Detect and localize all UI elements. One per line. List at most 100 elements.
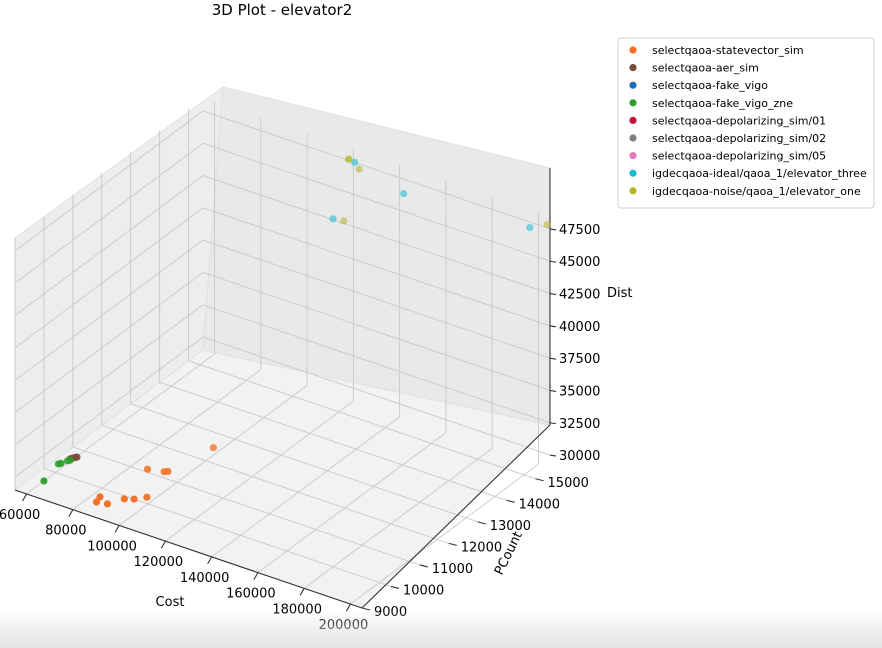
y-tick-mark xyxy=(448,542,457,546)
grid-lines xyxy=(14,101,557,612)
z-tick-label: 37500 xyxy=(559,352,600,367)
z-gridline xyxy=(14,175,204,316)
x-tick-label: 100000 xyxy=(87,539,137,554)
axes-panes xyxy=(13,85,552,609)
x-axis-label: Cost xyxy=(156,595,185,610)
y-tick-label: 11000 xyxy=(432,562,473,577)
legend-marker xyxy=(629,169,637,177)
y-tick-mark xyxy=(419,564,428,568)
data-point xyxy=(120,495,128,503)
window-bottom-shadow xyxy=(0,610,882,648)
z-tick-mark xyxy=(549,389,557,393)
x-gridline xyxy=(211,416,400,558)
z-tick-label: 47500 xyxy=(559,223,600,238)
x-gridline xyxy=(350,463,539,605)
z-gridline xyxy=(202,239,551,359)
z-tick-label: 40000 xyxy=(559,320,600,335)
x-tick-mark xyxy=(160,540,166,549)
data-point xyxy=(103,500,112,508)
z-tick-label: 42500 xyxy=(559,288,600,303)
legend-label: selectqaoa-statevector_sim xyxy=(652,44,804,57)
data-point xyxy=(143,465,152,473)
data-points xyxy=(40,155,551,508)
z-gridline xyxy=(14,207,204,349)
legend-label: selectqaoa-fake_vigo xyxy=(652,79,768,92)
data-point xyxy=(340,217,348,225)
legend-marker xyxy=(629,152,637,160)
data-point xyxy=(92,498,101,506)
data-point xyxy=(345,155,353,163)
data-point xyxy=(400,190,408,198)
data-point xyxy=(209,444,217,452)
y-gridline xyxy=(188,360,536,480)
x-tick-mark xyxy=(345,603,351,612)
y-tick-label: 13000 xyxy=(490,519,531,534)
data-point xyxy=(526,224,534,232)
z-tick-label: 30000 xyxy=(559,449,600,464)
y-tick-label: 14000 xyxy=(519,497,560,512)
z-gridline xyxy=(14,110,204,252)
z-tick-label: 35000 xyxy=(559,384,600,399)
y-gridline xyxy=(130,403,478,523)
y-tick-label: 10000 xyxy=(403,583,444,598)
y-tick-mark xyxy=(390,585,400,589)
data-point xyxy=(543,221,551,229)
legend-label: selectqaoa-depolarizing_sim/01 xyxy=(652,114,826,127)
x-tick-label: 60000 xyxy=(0,508,40,523)
z-gridline xyxy=(14,239,204,381)
z-tick-label: 45000 xyxy=(559,255,600,270)
z-gridline xyxy=(202,336,551,456)
data-point xyxy=(355,165,363,173)
z-gridline xyxy=(14,142,204,284)
x-gridline xyxy=(303,447,493,589)
z-gridline xyxy=(202,110,551,230)
x-tick-mark xyxy=(114,525,120,533)
z-tick-mark xyxy=(549,357,557,360)
data-point xyxy=(73,453,81,461)
y-axis-line xyxy=(361,424,551,609)
z-gridline xyxy=(202,272,551,391)
legend-label: selectqaoa-fake_vigo_zne xyxy=(652,97,793,110)
legend-label: igdecqaoa-ideal/qaoa_1/elevator_three xyxy=(652,167,867,180)
z-tick-mark xyxy=(549,228,557,231)
x-tick-label: 80000 xyxy=(45,524,86,539)
z-tick-label: 32500 xyxy=(559,417,600,432)
legend-label: selectqaoa-depolarizing_sim/02 xyxy=(652,132,826,145)
legend-marker xyxy=(629,116,637,124)
z-tick-mark xyxy=(549,292,557,296)
x-gridline xyxy=(26,353,215,495)
data-point xyxy=(329,215,337,223)
legend-marker xyxy=(629,187,637,195)
legend-label: selectqaoa-aer_sim xyxy=(652,62,759,75)
x-tick-mark xyxy=(207,556,213,565)
legend-marker xyxy=(629,46,637,54)
legend-marker xyxy=(629,134,637,142)
x-gridline xyxy=(72,369,262,511)
x-gridline xyxy=(165,400,354,542)
x-gridline xyxy=(118,385,308,526)
x-tick-label: 120000 xyxy=(134,555,184,570)
y-tick-mark xyxy=(506,499,515,503)
z-gridline xyxy=(202,207,551,327)
x-tick-label: 160000 xyxy=(226,587,276,602)
z-gridline xyxy=(14,304,204,446)
x-tick-mark xyxy=(253,572,259,580)
y-tick-mark xyxy=(477,521,486,525)
x-tick-mark xyxy=(22,493,28,502)
y-gridline xyxy=(43,468,392,587)
y-tick-mark xyxy=(535,478,544,482)
z-gridline xyxy=(14,272,204,413)
legend-marker xyxy=(629,81,637,89)
y-tick-label: 15000 xyxy=(548,476,589,491)
data-point xyxy=(66,456,74,464)
x-gridline xyxy=(257,432,447,573)
data-point xyxy=(130,495,138,503)
data-point xyxy=(96,493,104,501)
z-tick-mark xyxy=(549,325,557,328)
data-point xyxy=(164,467,172,475)
data-point xyxy=(57,459,65,467)
y-gridline xyxy=(101,424,449,544)
data-point xyxy=(143,493,151,501)
y-gridline xyxy=(159,381,507,501)
